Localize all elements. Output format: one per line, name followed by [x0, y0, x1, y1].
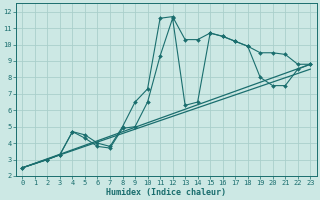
X-axis label: Humidex (Indice chaleur): Humidex (Indice chaleur) — [106, 188, 226, 197]
